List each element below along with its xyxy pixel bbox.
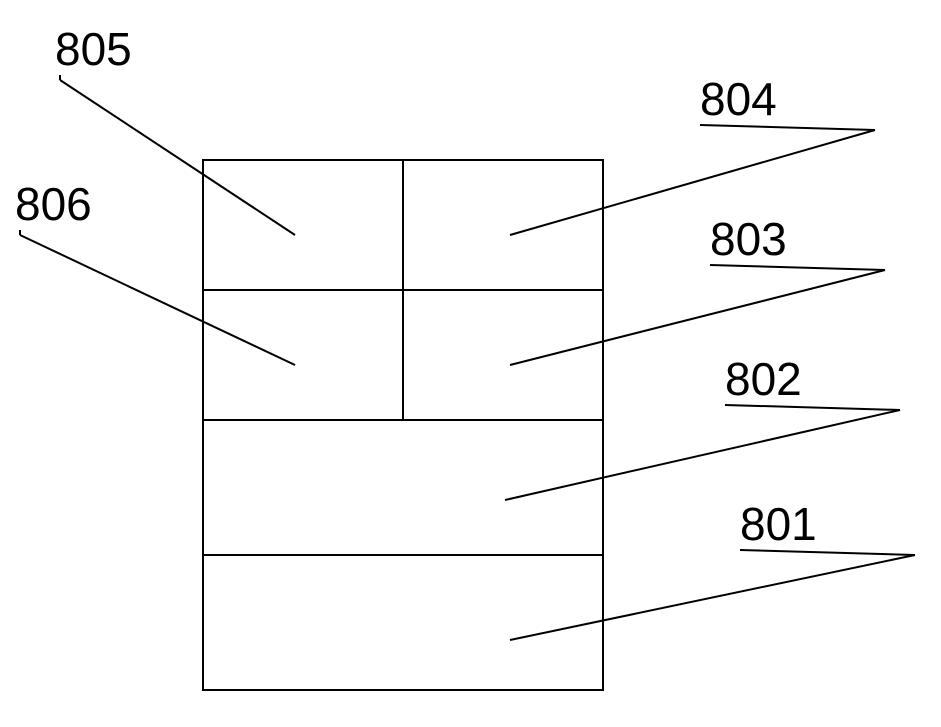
leader-806 xyxy=(20,235,295,365)
leader-805 xyxy=(60,80,295,235)
leader-803 xyxy=(510,270,885,365)
underline-802 xyxy=(725,405,900,410)
underline-803 xyxy=(710,265,885,270)
label-805: 805 xyxy=(55,23,132,75)
leader-802 xyxy=(505,410,900,500)
label-801: 801 xyxy=(740,498,817,550)
underline-804 xyxy=(700,125,875,130)
label-804: 804 xyxy=(700,73,777,125)
callouts: 801 802 803 804 805 806 xyxy=(15,23,915,640)
leader-804 xyxy=(510,130,875,235)
leader-801 xyxy=(510,555,915,640)
underline-801 xyxy=(740,550,915,555)
label-802: 802 xyxy=(725,353,802,405)
label-806: 806 xyxy=(15,178,92,230)
label-803: 803 xyxy=(710,213,787,265)
diagram-svg: 801 802 803 804 805 806 xyxy=(0,0,941,727)
